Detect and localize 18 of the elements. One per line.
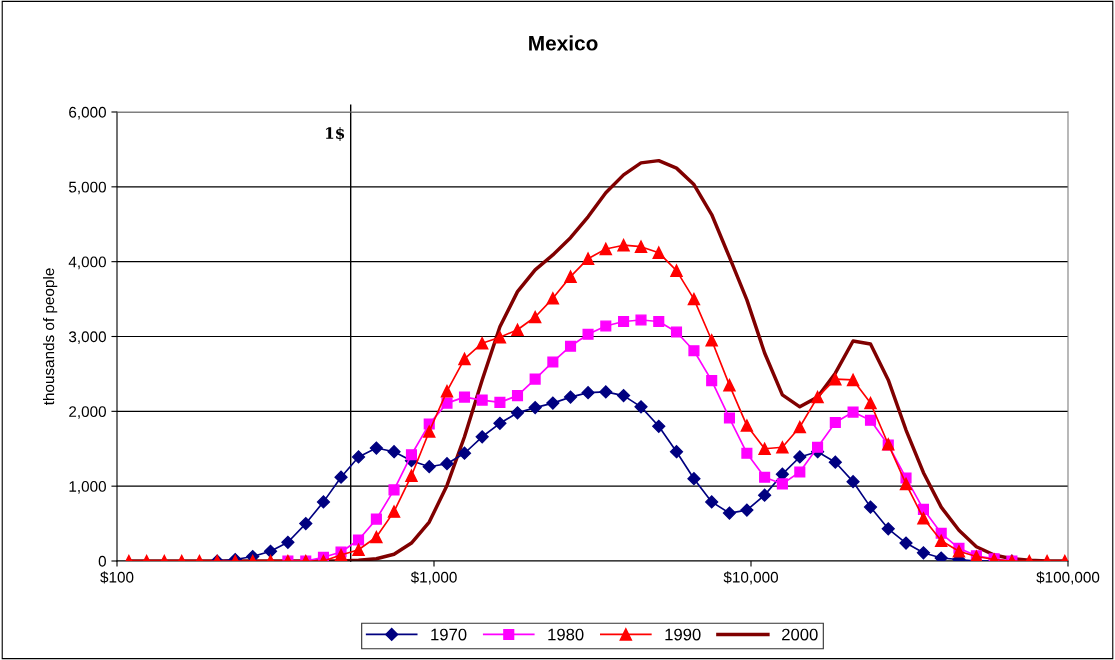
y-tick-label: 6,000 [69,106,106,120]
x-tick-label: $10,000 [723,571,779,585]
chart-title: Mexico [529,35,598,51]
x-tick-label: $100 [100,571,134,584]
legend-label: 1970 [431,628,467,641]
annotation: 1$ [325,127,345,141]
y-axis-title: thousands of people [43,268,58,406]
legend-label: 1990 [665,628,701,641]
y-tick-label: 2,000 [69,406,106,419]
x-tick-label: $100,000 [1036,571,1100,585]
y-tick-label: 5,000 [68,181,106,195]
y-tick-label: 1,000 [69,481,106,494]
y-tick-label: 0 [98,555,106,567]
legend-label: 1980 [548,628,584,641]
y-tick-label: 4,000 [68,256,106,270]
x-tick-label: $1,000 [410,571,457,585]
legend-label: 2000 [782,628,818,641]
y-tick-label: 3,000 [68,331,106,344]
